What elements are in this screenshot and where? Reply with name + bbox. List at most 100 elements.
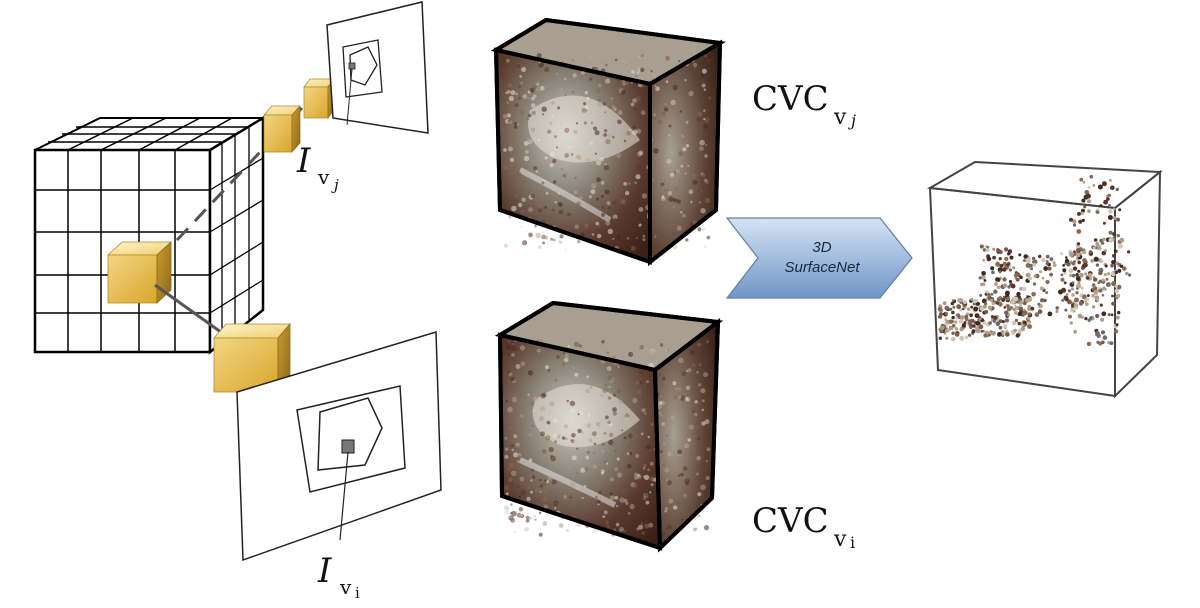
surface-point <box>1112 207 1116 211</box>
cvc-speckle <box>609 492 613 496</box>
surface-point <box>1114 288 1120 294</box>
cvc-edge <box>710 321 720 499</box>
surface-point <box>958 319 964 324</box>
surface-point <box>979 306 984 311</box>
label-i-vi: I v i <box>317 551 360 602</box>
surface-point <box>969 319 973 323</box>
surface-point <box>1082 294 1087 299</box>
cvc-speckle <box>603 129 608 133</box>
cvc-speckle <box>508 146 513 152</box>
surface-point <box>1027 297 1033 302</box>
cvc-speckle <box>537 138 541 142</box>
surface-point <box>1017 311 1023 316</box>
cvc-speckle <box>615 522 620 527</box>
cvc-speckle <box>607 228 613 235</box>
surface-point <box>1030 267 1033 271</box>
cvc-speckle <box>634 181 637 184</box>
cvc-speckle <box>558 87 564 93</box>
surface-point <box>951 299 955 302</box>
cvc-speckle <box>557 192 561 195</box>
surface-point <box>1071 293 1075 297</box>
cvc-speckle <box>661 384 664 387</box>
cvc-speckle <box>542 496 548 502</box>
cvc-speckle <box>577 428 582 434</box>
cvc-speckle <box>551 101 555 105</box>
surface-point <box>969 326 973 330</box>
surface-point <box>1013 328 1017 333</box>
cvc-speckle <box>563 352 566 355</box>
cvc-speckle <box>635 453 640 458</box>
cvc-speckle <box>564 357 569 363</box>
surface-point <box>1115 323 1119 327</box>
cvc-speckle <box>708 96 712 100</box>
cvc-speckle <box>551 479 557 485</box>
cvc-speckle <box>591 183 597 189</box>
cvc-speckle <box>685 238 689 242</box>
cvc-speckle <box>697 492 702 497</box>
surface-point <box>1076 242 1081 246</box>
cvc-speckle <box>563 424 568 429</box>
surface-point <box>959 315 965 320</box>
cvc-speckle <box>513 452 519 458</box>
surface-point <box>1064 308 1068 312</box>
cvc-speckle <box>642 475 646 478</box>
cvc-speckle <box>568 492 574 498</box>
camera-view-i-plane <box>236 330 442 562</box>
cvc-speckle <box>675 501 681 506</box>
surface-point <box>982 321 986 325</box>
cvc-speckle <box>632 397 638 404</box>
cvc-speckle <box>705 135 711 141</box>
cvc-speckle <box>595 422 601 427</box>
cvc-speckle <box>502 114 508 119</box>
cvc-speckle <box>640 110 646 116</box>
cvc-speckle <box>527 113 532 118</box>
cvc-speckle <box>554 507 557 510</box>
cvc-speckle <box>660 357 663 360</box>
cvc-speckle <box>638 207 644 212</box>
surface-point <box>1080 286 1084 290</box>
surface-point <box>996 301 999 305</box>
cvc-speckle <box>607 133 612 139</box>
cvc-speckle <box>518 97 521 100</box>
surface-point <box>1098 279 1102 283</box>
cvc-speckle <box>666 434 669 437</box>
cvc-speckle <box>649 476 655 482</box>
cvc-speckle <box>661 532 665 536</box>
cvc-speckle <box>615 70 620 75</box>
surface-point <box>1062 268 1067 273</box>
surface-point <box>969 313 973 318</box>
cvc-speckle <box>525 515 530 520</box>
cvc-speckle <box>602 102 607 106</box>
surface-point <box>1111 294 1114 298</box>
cvc-speckle <box>520 81 523 85</box>
cvc-speckle <box>591 431 597 437</box>
surface-point <box>1002 283 1008 288</box>
surface-point <box>1045 260 1049 263</box>
surface-point <box>974 313 980 318</box>
cvc-speckle <box>700 484 706 491</box>
cvc-speckle <box>532 85 535 89</box>
cvc-speckle <box>648 56 651 59</box>
cvc-speckle <box>532 408 536 413</box>
cvc-speckle <box>598 490 602 495</box>
surface-point <box>952 305 956 309</box>
cvc-speckle <box>595 160 602 166</box>
svg-text:I: I <box>296 141 311 181</box>
cvc-speckle <box>577 155 582 160</box>
cvc-speckle <box>522 240 528 246</box>
surface-point <box>1019 275 1023 280</box>
surface-point <box>1107 215 1113 220</box>
cvc-speckle <box>687 438 691 442</box>
cvc-speckle <box>585 455 589 460</box>
cvc-speckle <box>526 496 531 501</box>
cvc-speckle <box>521 67 527 72</box>
cvc-speckle <box>682 147 687 152</box>
cvc-speckle <box>586 96 590 101</box>
surface-point <box>1068 314 1072 319</box>
cvc-speckle <box>601 340 605 344</box>
surface-point <box>1115 187 1120 192</box>
surface-point <box>1125 271 1129 276</box>
cvc-speckle <box>554 378 558 382</box>
cvc-speckle <box>613 218 617 221</box>
